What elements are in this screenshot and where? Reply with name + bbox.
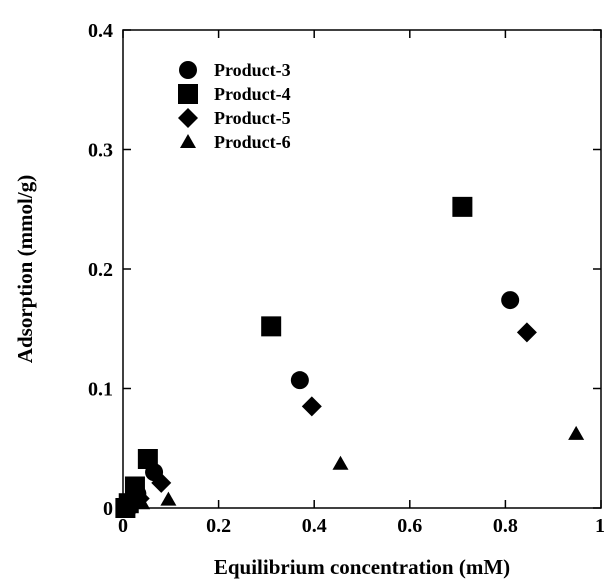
series-product-6 [119,425,585,514]
legend-marker-square [178,84,198,104]
x-tick-label: 0.8 [493,515,518,537]
triangle-point [160,491,177,506]
legend-label: Product-5 [214,108,291,128]
diamond-point [516,322,537,343]
y-tick-label: 0 [103,498,113,520]
x-axis-title: Equilibrium concentration (mM) [214,555,510,579]
x-tick-labels: 0 0.2 0.4 0.6 0.8 1 [118,515,605,537]
square-point [261,316,282,337]
y-tick-label: 0.4 [88,20,113,42]
legend-label: Product-4 [214,84,291,104]
triangle-point [119,500,136,514]
legend-marker-triangle [180,134,196,148]
y-axis-title: Adsorption (mmol/g) [13,175,37,363]
y-tick-label: 0.3 [88,140,113,162]
square-point [452,196,473,217]
legend-marker-circle [179,61,197,79]
x-tick-label: 0.4 [302,515,327,537]
legend-marker-diamond [178,108,198,128]
x-tick-label: 0.2 [206,515,231,537]
triangle-point [568,425,585,440]
legend-label: Product-3 [214,60,291,80]
triangle-point [134,495,151,510]
diamond-point [301,396,322,417]
circle-point [290,371,309,390]
y-tick-label: 0.2 [88,259,113,281]
square-point [137,449,158,470]
legend-label: Product-6 [214,132,291,152]
x-tick-label: 0 [118,515,128,537]
x-tick-label: 1 [595,515,605,537]
circle-point [501,291,520,310]
y-tick-labels: 0 0.1 0.2 0.3 0.4 [88,20,113,520]
series-product-4 [115,196,473,518]
diamond-point [151,472,172,493]
y-tick-label: 0.1 [88,379,113,401]
data-points [115,196,585,518]
series-product-5 [116,322,537,517]
triangle-point [332,455,349,470]
legend: Product-3 Product-4 Product-5 Product-6 [178,60,291,152]
x-tick-label: 0.6 [397,515,422,537]
